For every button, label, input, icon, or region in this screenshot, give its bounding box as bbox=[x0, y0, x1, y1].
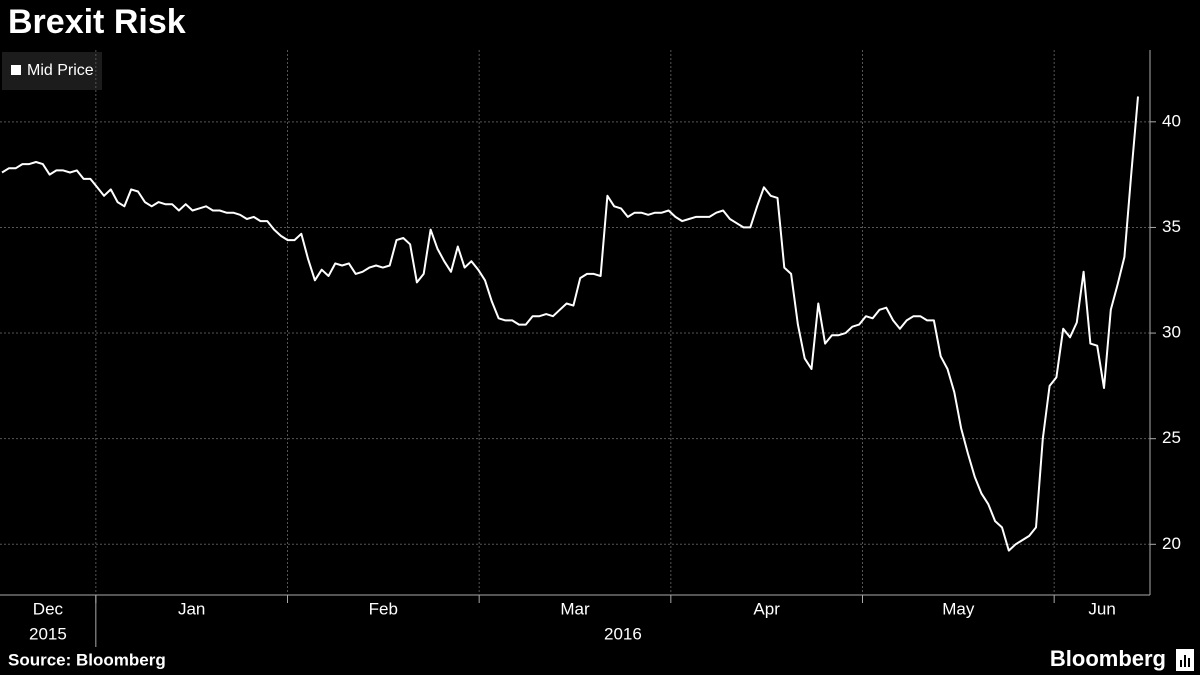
x-tick-label: May bbox=[942, 599, 975, 618]
y-tick-label: 25 bbox=[1162, 428, 1181, 447]
x-tick-label: Jun bbox=[1088, 599, 1115, 618]
year-label: 2015 bbox=[29, 624, 67, 643]
series-line bbox=[1, 96, 1139, 552]
year-label: 2016 bbox=[604, 624, 642, 643]
legend-swatch bbox=[11, 65, 21, 75]
legend-label: Mid Price bbox=[27, 62, 94, 79]
x-tick-label: Mar bbox=[560, 599, 590, 618]
y-tick-label: 40 bbox=[1162, 111, 1181, 130]
chart-title: Brexit Risk bbox=[8, 3, 186, 41]
brand: Bloomberg bbox=[1050, 646, 1166, 671]
source: Source: Bloomberg bbox=[8, 650, 166, 669]
x-tick-label: Jan bbox=[178, 599, 205, 618]
x-tick-label: Feb bbox=[369, 599, 398, 618]
brand-logo-bars bbox=[1180, 655, 1190, 667]
x-tick-label: Dec bbox=[33, 599, 64, 618]
y-tick-label: 30 bbox=[1162, 323, 1181, 342]
y-tick-label: 35 bbox=[1162, 217, 1181, 236]
x-tick-label: Apr bbox=[753, 599, 780, 618]
y-tick-label: 20 bbox=[1162, 534, 1181, 553]
